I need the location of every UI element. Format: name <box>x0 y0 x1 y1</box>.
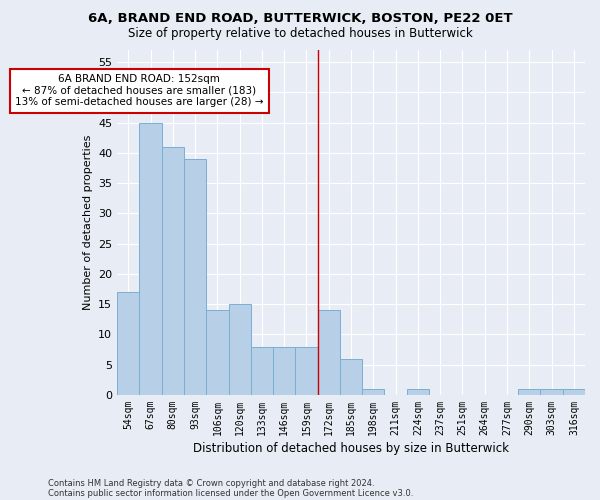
Text: Contains public sector information licensed under the Open Government Licence v3: Contains public sector information licen… <box>48 488 413 498</box>
Bar <box>161 147 184 395</box>
Bar <box>139 122 161 395</box>
Bar <box>407 389 429 395</box>
Bar <box>117 292 139 395</box>
Bar <box>273 346 295 395</box>
Bar <box>206 310 229 395</box>
Bar <box>295 346 317 395</box>
Bar <box>518 389 541 395</box>
Bar <box>340 358 362 395</box>
Text: 6A, BRAND END ROAD, BUTTERWICK, BOSTON, PE22 0ET: 6A, BRAND END ROAD, BUTTERWICK, BOSTON, … <box>88 12 512 26</box>
Text: Size of property relative to detached houses in Butterwick: Size of property relative to detached ho… <box>128 28 472 40</box>
Bar <box>251 346 273 395</box>
X-axis label: Distribution of detached houses by size in Butterwick: Distribution of detached houses by size … <box>193 442 509 455</box>
Bar <box>317 310 340 395</box>
Text: 6A BRAND END ROAD: 152sqm
← 87% of detached houses are smaller (183)
13% of semi: 6A BRAND END ROAD: 152sqm ← 87% of detac… <box>15 74 263 108</box>
Y-axis label: Number of detached properties: Number of detached properties <box>83 135 92 310</box>
Bar <box>541 389 563 395</box>
Bar <box>184 159 206 395</box>
Bar <box>229 304 251 395</box>
Text: Contains HM Land Registry data © Crown copyright and database right 2024.: Contains HM Land Registry data © Crown c… <box>48 478 374 488</box>
Bar <box>362 389 385 395</box>
Bar <box>563 389 585 395</box>
